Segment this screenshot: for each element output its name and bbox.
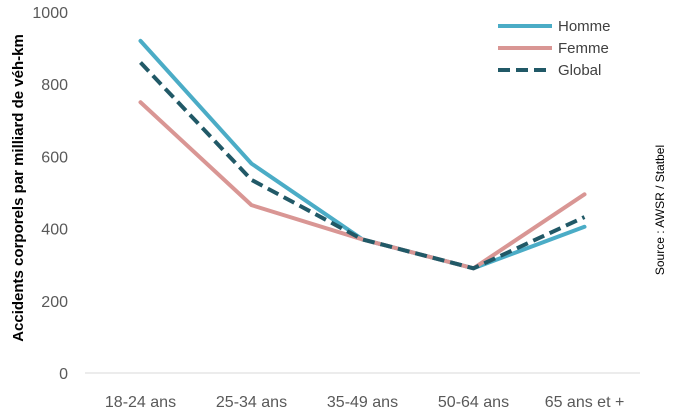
series-line-femme [138,100,587,271]
y-tick-label: 200 [41,294,68,311]
series-line-homme [138,38,587,271]
y-tick-label: 800 [41,77,68,94]
legend-label: Global [558,62,601,79]
y-tick-label: 400 [41,222,68,239]
legend-label: Femme [558,40,609,57]
x-tick-label: 65 ans et + [545,394,625,411]
y-axis-label: Accidents corporels par milliard de véh-… [10,34,27,342]
series-lines [138,38,587,271]
legend: Homme Femme Global [498,18,611,79]
legend-label: Homme [558,18,611,35]
series-line-global [139,61,586,271]
y-axis-ticks: 0 200 400 600 800 1000 [32,5,68,383]
source-note: Source : AWSR / Statbel [653,145,667,275]
y-tick-label: 1000 [32,5,68,22]
y-tick-label: 600 [41,149,68,166]
y-tick-label: 0 [59,366,68,383]
x-axis-ticks: 18-24 ans 25-34 ans 35-49 ans 50-64 ans 65 a… [105,394,624,411]
x-tick-label: 50-64 ans [438,394,509,411]
x-tick-label: 35-49 ans [327,394,398,411]
x-tick-label: 18-24 ans [105,394,176,411]
x-tick-label: 25-34 ans [216,394,287,411]
